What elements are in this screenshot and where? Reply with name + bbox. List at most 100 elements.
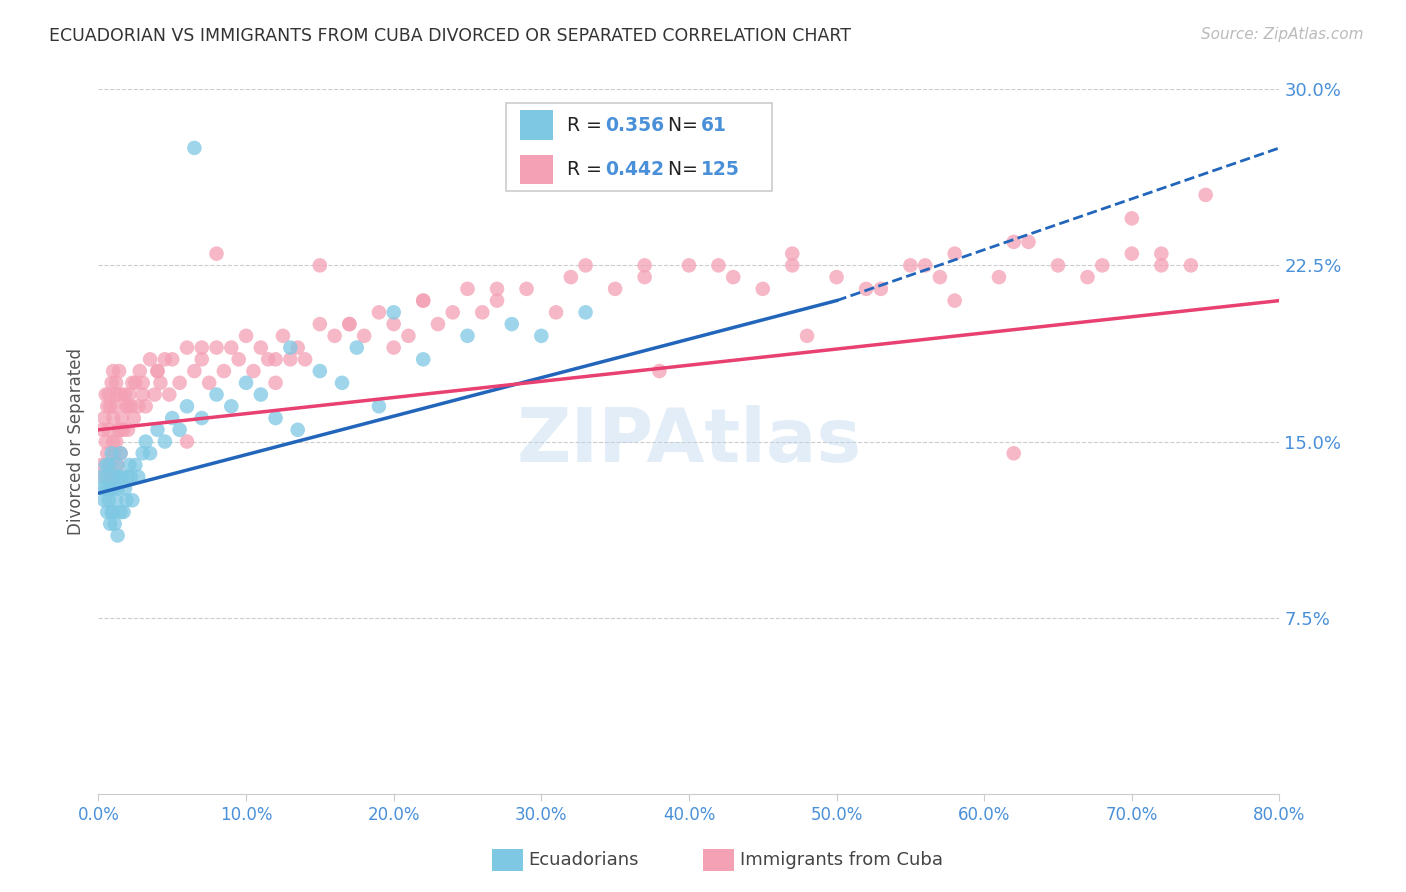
Point [1002,446,1025,460]
Point [100,376,122,390]
Point [117,423,139,437]
Point [139,352,162,367]
Point [104,516,127,531]
Point [264,411,287,425]
Point [870,282,893,296]
Point [280,352,302,367]
Point [412,293,434,308]
Point [176,400,198,414]
Point [1121,246,1143,260]
Point [723,270,745,285]
Point [287,423,309,437]
Point [96,446,118,460]
Point [235,376,257,390]
Point [183,141,205,155]
Point [176,434,198,449]
Point [914,259,936,273]
Point [280,341,302,355]
Point [339,317,361,331]
Point [1150,246,1173,260]
Point [122,411,145,425]
Point [198,376,221,390]
Point [91,423,114,437]
Point [457,282,479,296]
Point [191,411,214,425]
Point [120,400,142,414]
Point [323,328,346,343]
Text: ECUADORIAN VS IMMIGRANTS FROM CUBA DIVORCED OR SEPARATED CORRELATION CHART: ECUADORIAN VS IMMIGRANTS FROM CUBA DIVOR… [49,27,851,45]
Point [149,376,172,390]
Point [127,400,149,414]
Point [97,493,120,508]
Point [153,434,176,449]
Point [707,259,730,273]
Point [169,376,191,390]
Point [110,423,132,437]
Point [309,259,332,273]
Point [330,376,353,390]
Point [546,305,568,319]
Point [118,458,141,472]
Point [121,493,143,508]
Point [100,469,122,483]
Point [486,282,509,296]
Point [1091,259,1114,273]
Point [309,317,332,331]
FancyBboxPatch shape [520,154,553,185]
Point [90,458,112,472]
Point [103,482,125,496]
Point [98,400,121,414]
Point [183,364,205,378]
Point [135,400,157,414]
Point [103,364,125,378]
Point [169,423,191,437]
Point [228,352,250,367]
Point [353,328,375,343]
Point [235,328,257,343]
Point [1002,235,1025,249]
Point [90,469,112,483]
Text: ZIPAtlas: ZIPAtlas [516,405,862,478]
Point [648,364,671,378]
Point [110,505,132,519]
Point [1018,235,1040,249]
Point [105,458,128,472]
Point [346,341,368,355]
Point [94,458,117,472]
Point [111,469,134,483]
Point [91,482,114,496]
Point [560,270,582,285]
Point [398,328,420,343]
Point [221,400,243,414]
Point [104,469,127,483]
Point [97,423,120,437]
Text: N=: N= [668,160,703,179]
Point [105,493,128,508]
Point [264,376,287,390]
Point [157,387,180,401]
Point [97,387,120,401]
Point [132,387,155,401]
Point [127,469,149,483]
Point [191,352,214,367]
Point [146,364,169,378]
Point [93,469,115,483]
Point [94,434,117,449]
Point [191,341,214,355]
Point [486,293,509,308]
Point [107,482,129,496]
Point [339,317,361,331]
Point [1150,259,1173,273]
Point [108,364,131,378]
Point [264,352,287,367]
Point [1047,259,1070,273]
Point [105,376,128,390]
Point [368,400,391,414]
Point [212,364,235,378]
Point [1121,211,1143,226]
Point [112,423,135,437]
Point [121,376,143,390]
Point [634,270,657,285]
Point [382,341,405,355]
Point [205,246,228,260]
